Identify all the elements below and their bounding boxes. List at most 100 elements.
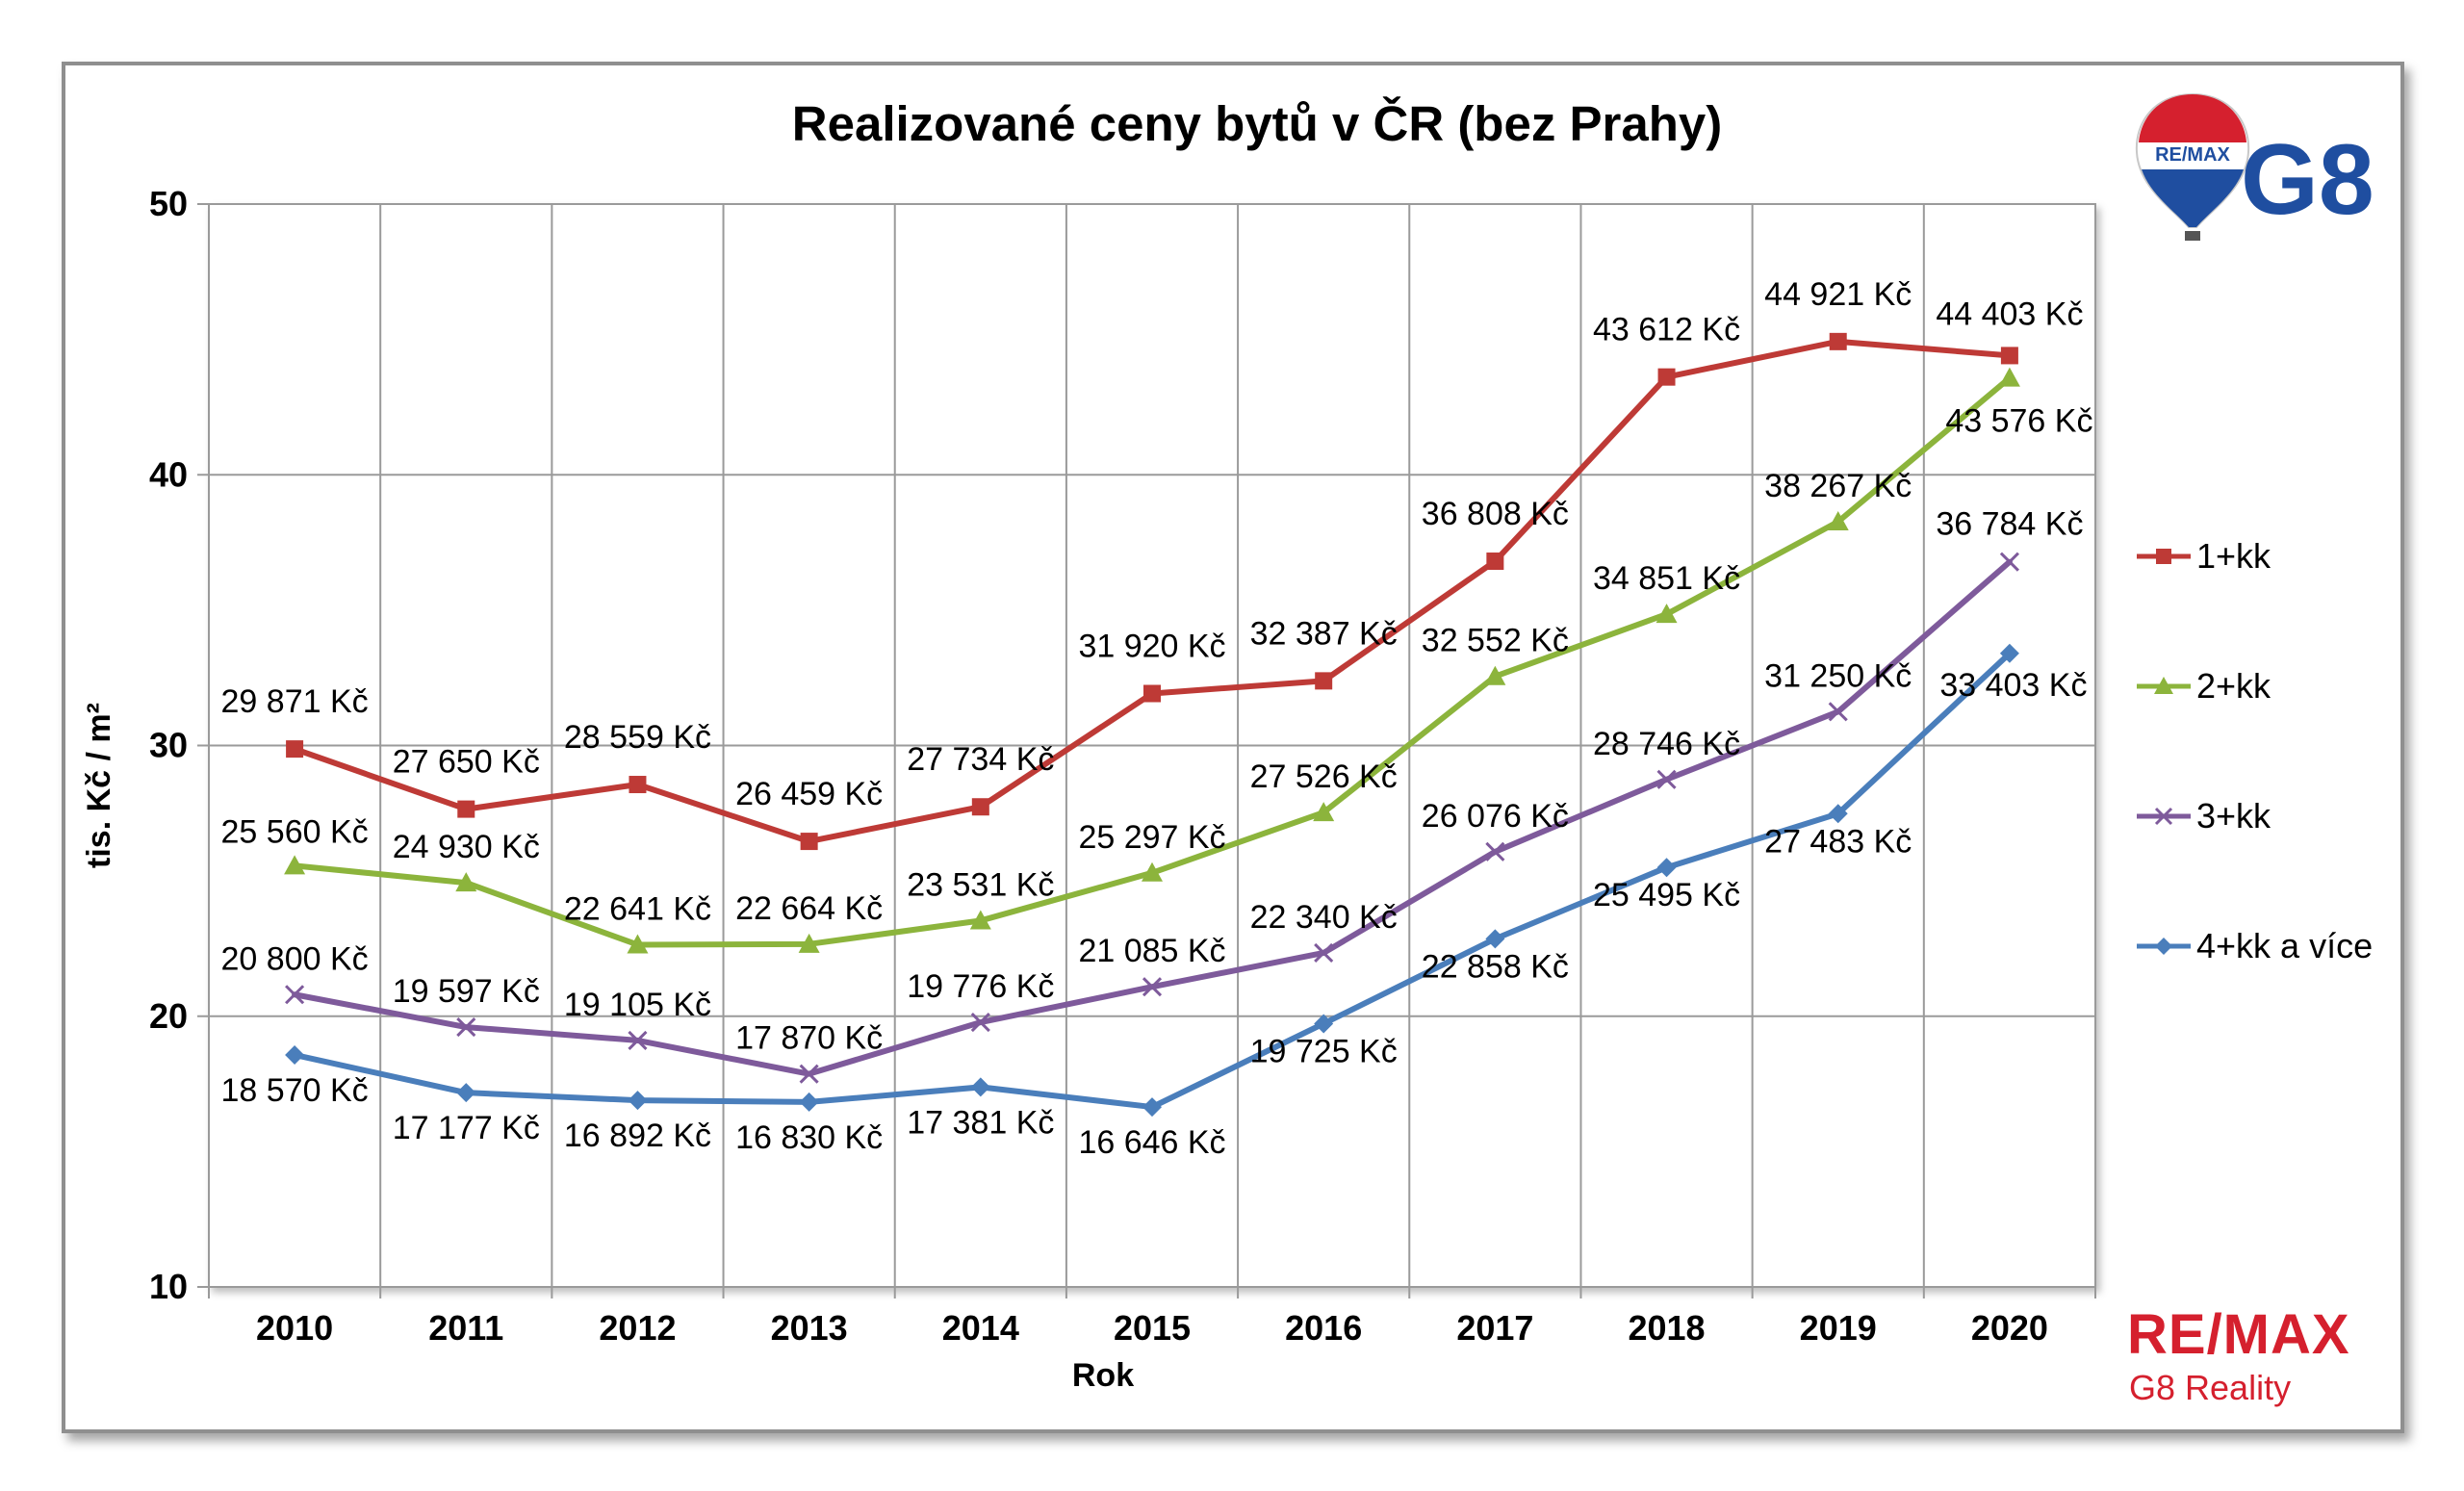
data-point <box>1657 368 1676 386</box>
data-point <box>456 1083 476 1103</box>
data-point-stroke <box>970 1012 990 1033</box>
data-label: 21 085 Kč <box>1078 933 1225 969</box>
data-point-stroke <box>1999 552 2019 572</box>
data-point <box>1828 804 1848 824</box>
data-point <box>800 833 818 851</box>
g8-logo-text: G8 <box>2241 124 2374 236</box>
series-1-kk <box>286 332 2018 851</box>
data-label: 33 403 Kč <box>1939 667 2087 704</box>
legend-item: 3+kk <box>2137 796 2272 835</box>
data-point <box>1314 1014 1334 1034</box>
chart-title: Realizované ceny bytů v ČR (bez Prahy) <box>792 95 1722 151</box>
data-label: 27 483 Kč <box>1764 823 1912 860</box>
x-tick-label: 2019 <box>1800 1308 1877 1348</box>
data-point <box>1998 367 2020 387</box>
chart-canvas: 10 20 30 40 50 2010 2011 2012 2013 2014 2015 2016 20… <box>81 92 2374 1407</box>
data-point-stroke <box>1828 702 1848 722</box>
data-point-stroke <box>456 1017 476 1038</box>
svg-text:RE/MAX: RE/MAX <box>2155 144 2230 166</box>
data-point <box>285 1044 305 1065</box>
x-tick-label: 2016 <box>1285 1308 1362 1348</box>
data-point <box>1828 702 1848 722</box>
x-tick-label: 2010 <box>256 1308 333 1348</box>
data-label: 25 495 Kč <box>1593 877 1740 913</box>
data-point <box>1999 552 2019 572</box>
data-label: 16 830 Kč <box>735 1119 883 1156</box>
data-point-stroke <box>1142 977 1163 997</box>
legend-label: 3+kk <box>2196 796 2272 835</box>
legend-label: 2+kk <box>2196 666 2272 706</box>
data-label: 27 734 Kč <box>907 741 1054 778</box>
data-label: 17 177 Kč <box>393 1110 540 1146</box>
balloon-icon: RE/MAX <box>2135 92 2250 241</box>
data-point <box>970 1012 990 1033</box>
data-point <box>798 933 820 953</box>
data-point <box>2154 677 2173 694</box>
remax-g8-logo: RE/MAX G8 <box>2135 92 2374 241</box>
remax-g8-reality-logo: RE/MAX G8 Reality <box>2127 1303 2349 1407</box>
data-point <box>1827 510 1849 530</box>
data-point <box>1486 553 1504 571</box>
data-point <box>2154 807 2173 826</box>
data-label: 27 526 Kč <box>1250 758 1398 795</box>
x-axis-label: Rok <box>1072 1357 1134 1394</box>
data-label: 31 920 Kč <box>1078 629 1225 665</box>
data-label: 43 576 Kč <box>1945 403 2092 440</box>
legend-item: 2+kk <box>2137 666 2272 706</box>
x-tick-label: 2011 <box>428 1308 503 1348</box>
legend-label: 4+kk a více <box>2196 926 2373 965</box>
data-label: 43 612 Kč <box>1593 312 1740 348</box>
data-point <box>1143 684 1161 703</box>
data-point-stroke <box>1656 769 1677 789</box>
x-tick-label: 2014 <box>942 1308 1019 1348</box>
data-point-stroke <box>1485 841 1505 861</box>
data-label: 25 560 Kč <box>221 813 369 850</box>
data-label: 31 250 Kč <box>1764 657 1912 694</box>
data-label: 28 559 Kč <box>564 719 711 756</box>
data-label: 44 921 Kč <box>1764 276 1912 313</box>
data-label: 26 076 Kč <box>1422 798 1569 835</box>
data-point <box>1315 672 1333 690</box>
brand-subtitle: G8 Reality <box>2129 1368 2291 1407</box>
y-tick-label: 30 <box>149 726 188 765</box>
data-point <box>970 1077 990 1097</box>
data-point <box>2155 938 2172 955</box>
data-point <box>629 776 647 794</box>
data-point <box>1485 929 1505 949</box>
y-tick-label: 40 <box>149 454 188 494</box>
data-label: 22 340 Kč <box>1250 899 1398 936</box>
data-point <box>285 985 305 1005</box>
series-4-kk-a-v-ce <box>285 643 2019 1118</box>
data-label: 38 267 Kč <box>1764 468 1912 504</box>
data-label: 22 641 Kč <box>564 890 711 927</box>
data-point <box>1484 665 1506 685</box>
x-tick-label: 2015 <box>1114 1308 1191 1348</box>
data-point <box>1142 1097 1162 1118</box>
data-label: 32 552 Kč <box>1422 623 1569 659</box>
x-tick-label: 2017 <box>1456 1308 1533 1348</box>
data-point <box>1142 861 1163 882</box>
data-point <box>457 800 475 818</box>
data-point <box>1999 643 2019 663</box>
grid-lines <box>208 203 2096 1288</box>
data-label: 25 297 Kč <box>1078 819 1225 856</box>
data-point <box>1829 332 1847 350</box>
legend-item: 4+kk a více <box>2137 926 2373 965</box>
data-point <box>628 1030 648 1050</box>
data-point <box>971 798 989 816</box>
data-point <box>284 855 306 875</box>
data-point-stroke <box>2154 807 2173 826</box>
data-point <box>1656 858 1677 878</box>
series-2-kk <box>284 367 2020 954</box>
data-label: 32 387 Kč <box>1250 615 1398 652</box>
data-point-stroke <box>1314 942 1334 963</box>
data-point <box>456 1017 476 1038</box>
data-label: 27 650 Kč <box>393 744 540 781</box>
data-point <box>1656 769 1677 789</box>
data-point-stroke <box>285 985 305 1005</box>
x-tick-label: 2018 <box>1628 1308 1705 1348</box>
series-3-kk <box>285 552 2019 1084</box>
data-label: 16 646 Kč <box>1078 1124 1225 1161</box>
data-point <box>1656 604 1678 624</box>
data-point <box>1485 841 1505 861</box>
